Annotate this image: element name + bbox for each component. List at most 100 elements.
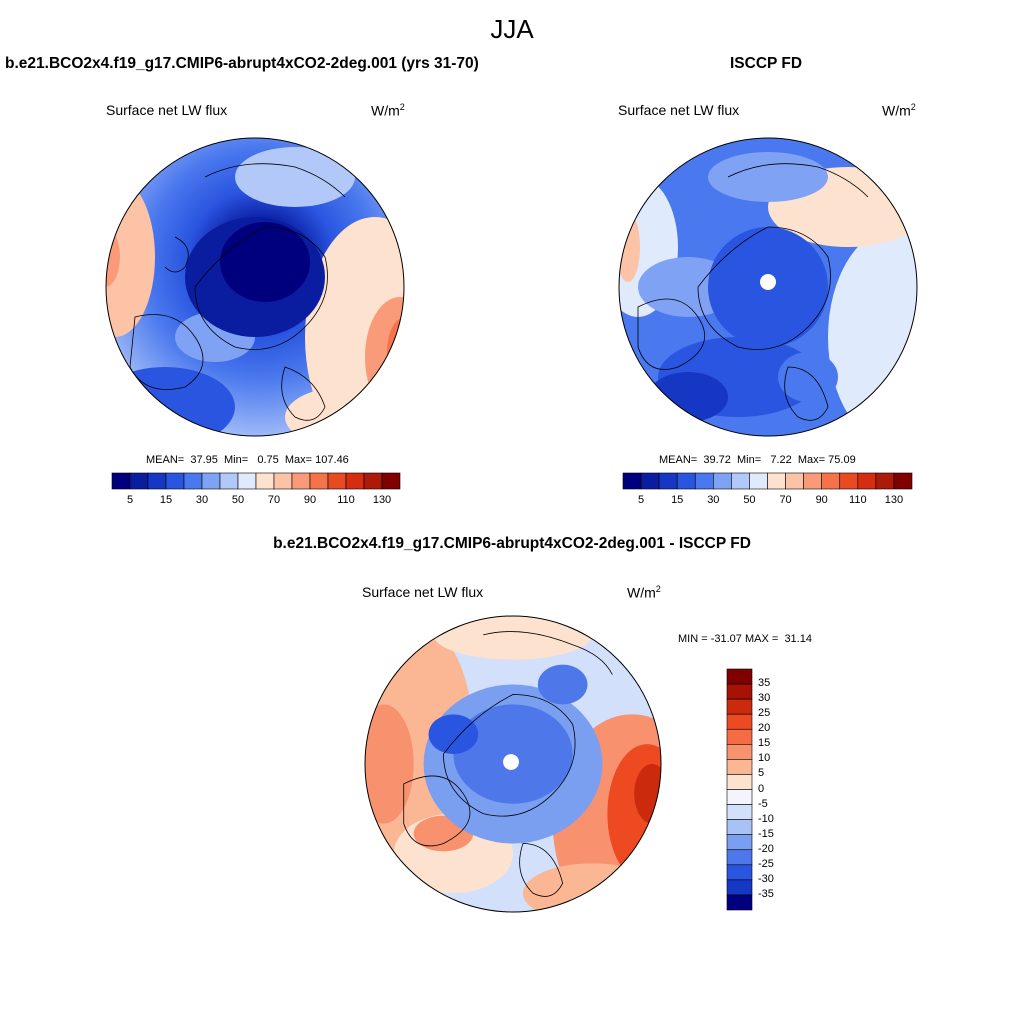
obs-colorbar-tick-label: 15 [671,494,684,506]
obs-colorbar-swatch-10 [803,472,822,490]
obs-variable-label: Surface net LW flux [618,102,740,118]
model-polar-map [105,137,405,437]
obs-colorbar-tick-label: 90 [815,494,828,506]
model-colorbar-swatch-8 [255,472,275,490]
diff-colorbar-swatch-7 [726,774,753,790]
obs-colorbar-swatch-5 [713,472,732,490]
obs-colorbar-tick-label: 130 [884,494,904,506]
diff-colorbar-tick-label: -5 [758,797,768,810]
diff-colorbar-swatch-6 [726,759,753,775]
diff-colorbar-swatch-1 [726,683,753,700]
diff-colorbar-tick-label: 30 [758,692,771,705]
model-colorbar-swatch-7 [237,472,257,490]
model-colorbar-swatch-4 [183,472,203,490]
obs-colorbar-swatch-1 [640,472,660,490]
diff-polar-map [364,615,662,913]
model-colorbar [111,472,401,490]
obs-colorbar-swatch-14 [875,472,895,490]
model-colorbar-swatch-2 [147,472,167,490]
model-colorbar-tick-label: 130 [372,494,392,506]
diff-panel-title: b.e21.BCO2x4.f19_g17.CMIP6-abrupt4xCO2-2… [273,535,751,552]
diff-colorbar-tick-label: -30 [758,872,774,885]
diff-colorbar-swatch-12 [726,849,753,866]
obs-units-label: W/m2 [882,102,916,119]
diff-colorbar-swatch-4 [726,728,753,745]
diff-colorbar-swatch-15 [726,894,753,911]
obs-polar-map [618,137,918,437]
obs-colorbar-tick-label: 5 [638,494,645,506]
model-colorbar-tick-label: 50 [231,494,245,506]
model-colorbar-tick-label: 70 [267,494,281,506]
obs-colorbar-tick-label: 70 [779,494,792,506]
obs-colorbar-tick-label: 30 [707,494,720,506]
diff-colorbar-tick-label: -35 [758,887,774,900]
model-colorbar-swatch-3 [165,472,185,490]
model-colorbar-swatch-1 [129,472,149,490]
obs-colorbar-swatch-8 [767,472,786,490]
diff-units-label: W/m2 [627,584,661,601]
model-variable-label: Surface net LW flux [106,102,228,118]
diff-colorbar-tick-label: 15 [758,737,771,750]
diff-colorbar-tick-label: 20 [758,722,771,735]
model-colorbar-tick-label: 90 [303,494,317,506]
model-colorbar-swatch-10 [291,472,311,490]
diff-colorbar-tick-label: -25 [758,857,774,870]
model-colorbar-swatch-6 [219,472,239,490]
obs-colorbar-tick-label: 110 [849,494,867,506]
model-colorbar-tick-label: 15 [159,494,173,506]
diff-variable-label: Surface net LW flux [362,584,484,600]
obs-colorbar-swatch-6 [731,472,750,490]
diff-colorbar-swatch-3 [726,713,753,730]
diff-colorbar-swatch-14 [726,879,753,896]
diff-stats: MIN = -31.07 MAX = 31.14 [678,633,812,645]
obs-colorbar-swatch-13 [857,472,877,490]
model-colorbar-swatch-9 [273,472,293,490]
obs-colorbar-swatch-7 [749,472,768,490]
model-colorbar-tick-label: 110 [337,494,355,506]
diff-colorbar-swatch-10 [726,819,753,835]
diff-colorbar-tick-label: -10 [758,812,774,825]
obs-stats: MEAN= 39.72 Min= 7.22 Max= 75.09 [659,454,856,466]
obs-colorbar-swatch-0 [622,472,642,490]
model-colorbar-swatch-15 [381,472,401,490]
obs-colorbar-swatch-11 [821,472,841,490]
model-colorbar-labels: 5 15 30 50 70 90 110 130 [112,494,400,508]
obs-colorbar-swatch-9 [785,472,804,490]
diff-colorbar-tick-label: -15 [758,827,774,840]
model-colorbar-swatch-11 [309,472,329,490]
obs-colorbar-swatch-12 [839,472,859,490]
season-title: JJA [490,14,534,44]
diff-colorbar-swatch-0 [726,668,753,685]
diff-colorbar-swatch-13 [726,864,753,881]
obs-colorbar-swatch-2 [658,472,678,490]
model-colorbar-swatch-13 [345,472,365,490]
diff-colorbar-tick-label: -20 [758,842,774,855]
model-colorbar-swatch-0 [111,472,131,490]
obs-colorbar-swatch-3 [676,472,696,490]
diff-colorbar-tick-label: 0 [758,782,765,795]
obs-colorbar-swatch-4 [694,472,714,490]
diff-colorbar-tick-label: 5 [758,767,765,780]
diff-colorbar [726,668,753,911]
model-units-label: W/m2 [371,102,405,119]
model-stats: MEAN= 37.95 Min= 0.75 Max= 107.46 [146,454,349,466]
diff-colorbar-swatch-8 [726,789,753,805]
obs-colorbar-labels: 5 15 30 50 70 90 110 130 [623,494,912,508]
obs-panel-title: ISCCP FD [730,55,803,72]
diff-colorbar-swatch-9 [726,804,753,820]
diff-colorbar-tick-label: 25 [758,707,771,720]
diff-colorbar-swatch-2 [726,698,753,715]
diff-colorbar-tick-label: 35 [758,677,771,690]
model-colorbar-swatch-12 [327,472,347,490]
obs-colorbar-swatch-15 [893,472,913,490]
obs-colorbar-tick-label: 50 [743,494,756,506]
diff-colorbar-swatch-5 [726,744,753,760]
model-colorbar-tick-label: 30 [195,494,209,506]
model-panel-title: b.e21.BCO2x4.f19_g17.CMIP6-abrupt4xCO2-2… [5,55,479,72]
diff-colorbar-swatch-11 [726,834,753,851]
model-colorbar-swatch-5 [201,472,221,490]
obs-colorbar [622,472,913,490]
model-colorbar-tick-label: 5 [126,494,134,506]
diff-colorbar-labels: 35 30 25 20 15 10 5 0 -5 -10 -15 -20 -25 -30 -35 [758,669,798,910]
diff-colorbar-tick-label: 10 [758,752,771,765]
